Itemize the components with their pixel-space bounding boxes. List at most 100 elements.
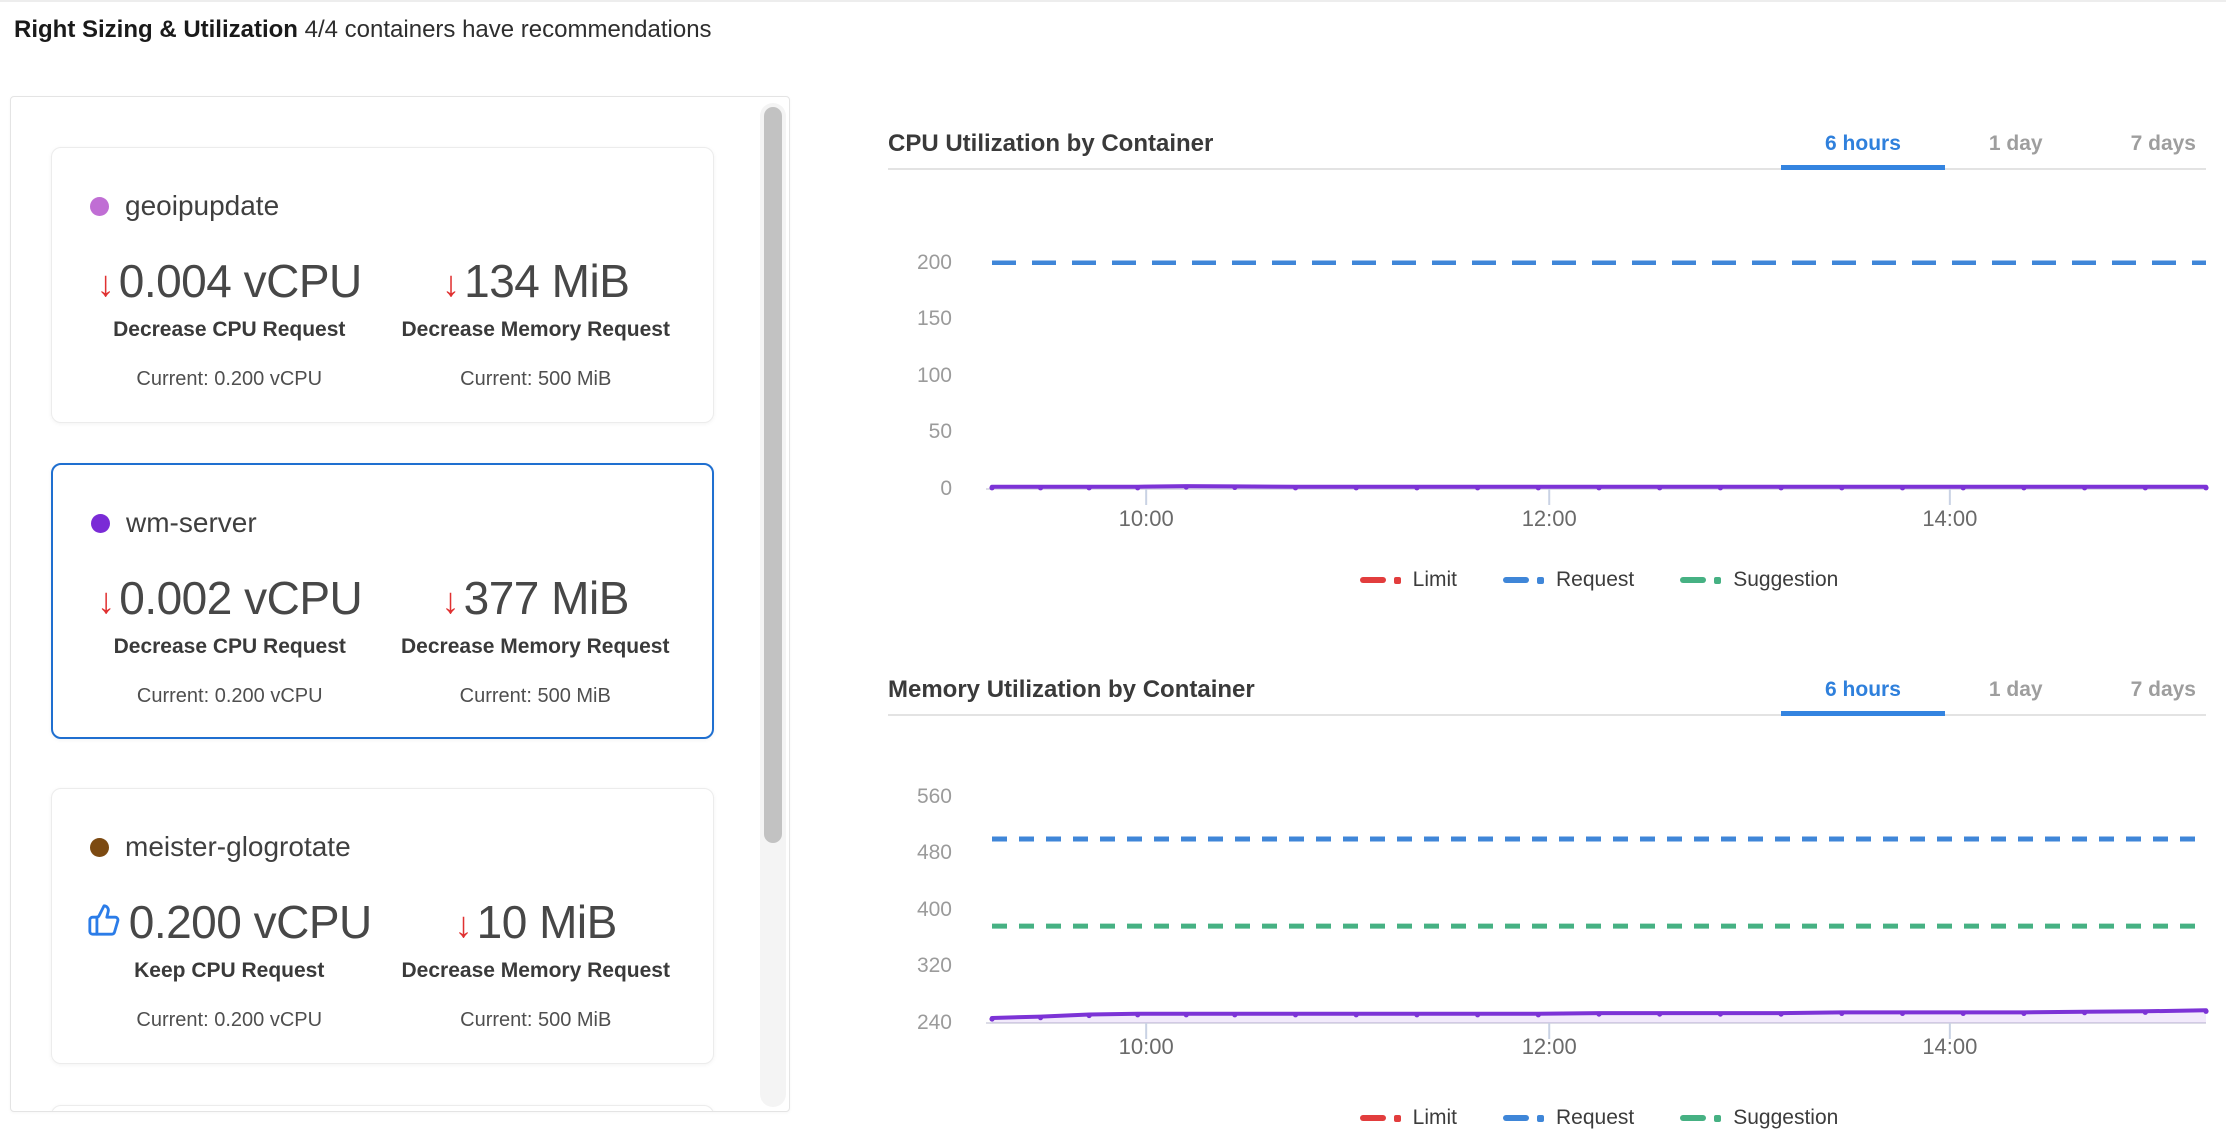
legend-label: Request: [1556, 1106, 1635, 1129]
memory-plot: [986, 836, 2209, 1039]
legend-dash-marker: [1680, 1115, 1707, 1121]
y-axis-tick-label: 0: [940, 477, 952, 500]
decrease-arrow-icon: ↓: [96, 263, 115, 304]
tab-7-days[interactable]: 7 days: [2130, 678, 2196, 701]
legend-dash-marker: [1503, 1115, 1530, 1121]
y-axis-tick-label: 400: [916, 897, 952, 921]
y-axis-tick-label: 150: [916, 307, 952, 331]
container-card-wm-server[interactable]: wm-server ↓ 0.002 vCPU Decrease CPU Requ…: [51, 463, 714, 739]
tab-7-days[interactable]: 7 days: [2130, 132, 2196, 155]
y-axis-tick-label: 480: [916, 841, 952, 865]
memory-recommended-value: 377 MiB: [463, 572, 630, 624]
cpu-time-range-tabs: 6 hours 1 day 7 days: [1781, 120, 2206, 170]
cpu-current-value: Current: 0.200 vCPU: [136, 685, 323, 707]
memory-recommended-value: 10 MiB: [476, 896, 618, 948]
y-axis-tick-label: 200: [916, 250, 952, 274]
cpu-utilization-chart-section: CPU Utilization by Container 6 hours 1 d…: [888, 120, 2209, 632]
container-color-dot: [90, 196, 109, 216]
memory-time-range-tabs: 6 hours 1 day 7 days: [1781, 666, 2206, 716]
legend-dash-marker: [1680, 577, 1707, 583]
cpu-recommendation-label: Decrease CPU Request: [113, 635, 346, 658]
x-axis-tick-label: 12:00: [1521, 506, 1577, 531]
x-axis-tick-label: 10:00: [1118, 1034, 1174, 1059]
x-axis-tick-label: 12:00: [1521, 1034, 1577, 1059]
legend-dot-marker: [1393, 576, 1401, 584]
memory-recommendation-label: Decrease Memory Request: [401, 318, 670, 341]
x-axis-tick-label: 14:00: [1922, 1034, 1978, 1059]
legend-dash-marker: [1359, 1115, 1386, 1121]
legend-dot-marker: [1714, 1114, 1722, 1122]
decrease-arrow-icon: ↓: [442, 263, 461, 304]
thumbs-up-icon: [88, 904, 120, 936]
legend-label: Suggestion: [1733, 1106, 1839, 1129]
container-list-panel: geoipupdate ↓ 0.004 vCPU Decrease CPU Re…: [10, 96, 790, 1112]
cpu-recommended-value: 0.004 vCPU: [118, 255, 363, 307]
memory-chart-title: Memory Utilization by Container: [888, 676, 1255, 703]
memory-current-value: Current: 500 MiB: [459, 685, 611, 707]
legend-dash-marker: [1503, 577, 1530, 583]
page-subtitle: 4/4 containers have recommendations: [304, 16, 712, 43]
memory-current-value: Current: 500 MiB: [460, 1009, 612, 1031]
top-divider: [0, 0, 2226, 2]
memory-utilization-chart-section: Memory Utilization by Container 6 hours …: [888, 666, 2209, 1144]
memory-recommendation-label: Decrease Memory Request: [401, 959, 670, 982]
legend-dot-marker: [1537, 576, 1545, 584]
cpu-chart-title: CPU Utilization by Container: [888, 130, 1214, 157]
y-axis-tick-label: 560: [916, 784, 952, 808]
legend-item-suggestion[interactable]: Suggestion: [1680, 568, 1838, 592]
panel-scrollbar-thumb[interactable]: [764, 107, 782, 843]
legend-item-limit[interactable]: Limit: [1359, 568, 1458, 592]
page-title: Right Sizing & Utilization: [14, 16, 298, 43]
cpu-plot: [986, 260, 2209, 505]
legend-item-limit[interactable]: Limit: [1359, 1106, 1458, 1130]
container-card-meister-glogrotate[interactable]: meister-glogrotate ↓ 0.200 vCPU Keep CPU…: [51, 788, 714, 1064]
page-header: Right Sizing & Utilization 4/4 container…: [14, 16, 712, 44]
chart-legend: Limit Request Suggestion: [992, 1106, 2206, 1130]
memory-current-value: Current: 500 MiB: [460, 368, 612, 390]
tab-1-day[interactable]: 1 day: [1988, 132, 2043, 155]
panel-scrollbar-track[interactable]: [760, 103, 786, 1107]
container-card-geoipupdate[interactable]: geoipupdate ↓ 0.004 vCPU Decrease CPU Re…: [51, 147, 714, 423]
memory-recommendation: ↓ 377 MiB Decrease Memory Request Curren…: [383, 575, 689, 708]
container-name: wm-server: [126, 507, 257, 538]
decrease-arrow-icon: ↓: [441, 580, 460, 621]
tab-6-hours[interactable]: 6 hours: [1781, 666, 1945, 716]
memory-recommended-value: 134 MiB: [464, 255, 630, 307]
cpu-recommendation: ↓ 0.200 vCPU Keep CPU Request Current: 0…: [76, 899, 383, 1032]
container-color-dot: [90, 837, 109, 857]
y-axis-tick-label: 50: [928, 420, 952, 444]
decrease-arrow-icon: ↓: [454, 904, 473, 945]
x-axis-tick-label: 14:00: [1922, 506, 1978, 531]
container-color-dot: [91, 513, 110, 533]
y-axis-tick-label: 320: [916, 954, 952, 978]
cpu-current-value: Current: 0.200 vCPU: [136, 1009, 323, 1031]
legend-dot-marker: [1537, 1114, 1545, 1122]
x-axis-tick-label: 10:00: [1118, 506, 1174, 531]
memory-recommendation: ↓ 134 MiB Decrease Memory Request Curren…: [383, 258, 690, 391]
cpu-recommendation-label: Decrease CPU Request: [113, 318, 346, 341]
legend-item-request[interactable]: Request: [1503, 1106, 1634, 1130]
legend-item-suggestion[interactable]: Suggestion: [1680, 1106, 1838, 1130]
container-card-list: geoipupdate ↓ 0.004 vCPU Decrease CPU Re…: [11, 97, 757, 1111]
decrease-arrow-icon: ↓: [97, 580, 116, 621]
legend-dot-marker: [1393, 1114, 1401, 1122]
cpu-recommendation: ↓ 0.004 vCPU Decrease CPU Request Curren…: [76, 258, 383, 391]
y-axis-tick-label: 240: [916, 1011, 952, 1034]
memory-recommendation: ↓ 10 MiB Decrease Memory Request Current…: [383, 899, 690, 1032]
legend-label: Limit: [1412, 568, 1458, 591]
container-card-partial[interactable]: [51, 1105, 714, 1111]
cpu-recommended-value: 0.200 vCPU: [128, 896, 373, 948]
cpu-current-value: Current: 0.200 vCPU: [136, 368, 323, 390]
cpu-recommendation-label: Keep CPU Request: [134, 959, 325, 982]
container-name: meister-glogrotate: [125, 831, 351, 862]
legend-dot-marker: [1714, 576, 1722, 584]
legend-item-request[interactable]: Request: [1503, 568, 1634, 592]
legend-dash-marker: [1359, 577, 1386, 583]
legend-label: Limit: [1412, 1106, 1458, 1129]
container-name: geoipupdate: [125, 190, 280, 221]
y-axis-tick-label: 100: [916, 363, 952, 387]
cpu-recommended-value: 0.002 vCPU: [119, 572, 363, 624]
tab-6-hours[interactable]: 6 hours: [1781, 120, 1945, 170]
tab-1-day[interactable]: 1 day: [1988, 678, 2043, 701]
